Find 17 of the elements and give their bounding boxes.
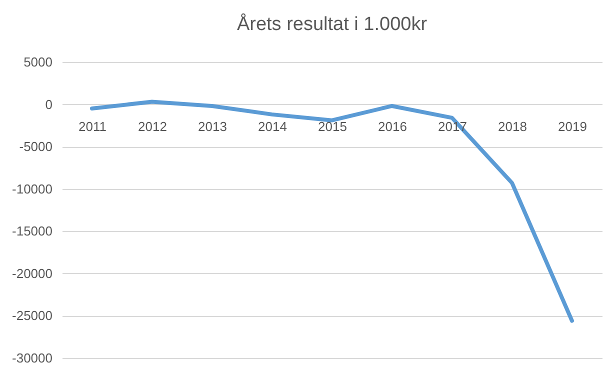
- y-tick-label: -15000: [12, 224, 52, 239]
- y-tick-label: 5000: [24, 54, 52, 70]
- y-tick-label: -10000: [12, 181, 52, 196]
- x-tick-label: 2014: [258, 118, 287, 134]
- x-tick-label: 2011: [78, 118, 106, 134]
- x-tick-label: 2013: [198, 118, 227, 134]
- x-tick-label: 2019: [558, 118, 587, 134]
- y-tick-label: -20000: [12, 266, 52, 281]
- x-tick-label: 2016: [378, 118, 407, 134]
- chart-title: Årets resultat i 1.000kr: [236, 13, 428, 35]
- y-tick-label: -25000: [12, 308, 52, 324]
- y-tick-label: 0: [45, 96, 52, 112]
- y-tick-label: -30000: [12, 350, 52, 366]
- x-tick-label: 2015: [318, 118, 347, 134]
- y-tick-label: -5000: [19, 139, 52, 154]
- x-tick-label: 2018: [498, 118, 527, 134]
- x-tick-label: 2012: [138, 118, 167, 134]
